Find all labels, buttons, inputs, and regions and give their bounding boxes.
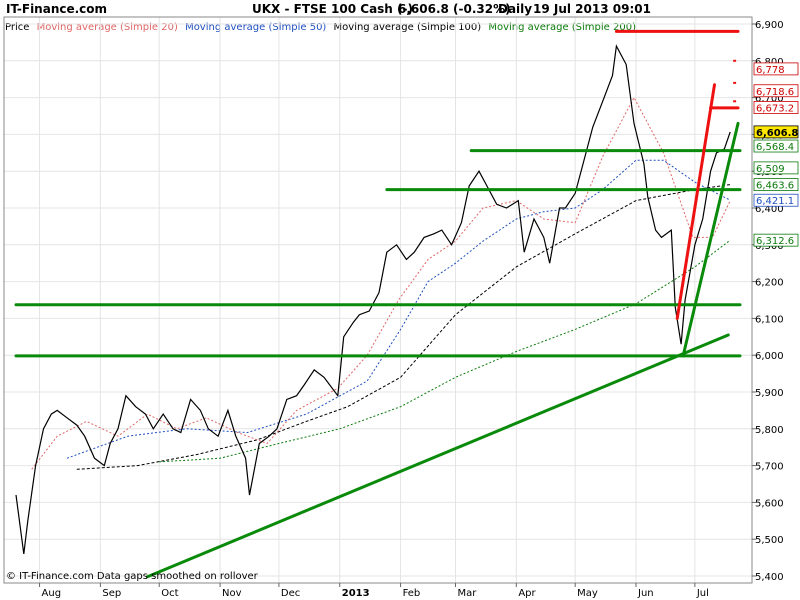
value-label: 6,421.1: [753, 193, 799, 207]
ma50-line: [66, 159, 731, 459]
y-tick-label: 6,900: [755, 20, 784, 31]
value-label-text: 6,606.8: [756, 128, 798, 139]
price-series: [15, 44, 731, 554]
value-label: 6,568.4: [753, 139, 799, 153]
value-label-box: [753, 101, 799, 114]
y-tick-label: 6,000: [755, 351, 784, 362]
value-label-box: [753, 161, 799, 175]
legend-price: Price: [5, 22, 29, 33]
legend: Price Moving average (Simple 20) Moving …: [5, 22, 636, 33]
value-label-text: 6,312.6: [756, 236, 794, 247]
y-tick-label: 6,400: [755, 204, 784, 215]
legend-ma20: Moving average (Simple 20): [37, 22, 178, 33]
legend-ma100: Moving average (Simple 100): [334, 22, 482, 33]
value-label-text: 6,673.2: [756, 103, 794, 114]
y-tick-label: 5,700: [755, 462, 784, 473]
x-tick-label: May: [577, 588, 598, 599]
ma100-line: [76, 184, 731, 470]
period-label: Daily: [498, 2, 532, 16]
price-line: [15, 44, 731, 554]
x-tick-label: Dec: [281, 588, 300, 599]
y-tick-label: 6,700: [755, 94, 784, 105]
x-tick-label: Oct: [161, 588, 178, 599]
support-line: [681, 121, 740, 358]
value-label-text: 6,509: [756, 164, 785, 175]
x-axis: Aug Sep Oct Nov Dec 2013 Feb Mar Apr May Jun Jul: [39, 583, 709, 599]
value-label: 6,312.6: [753, 233, 799, 247]
x-tick-label: Apr: [518, 588, 536, 599]
y-tick-label: 5,600: [755, 498, 784, 509]
value-label-text: 6,463.6: [756, 181, 794, 192]
value-label-box: [753, 125, 799, 139]
value-label: 6,463.6: [753, 178, 799, 192]
trend-lines: [14, 29, 742, 579]
value-label: 6,778: [753, 62, 799, 76]
x-tick-label: Aug: [42, 588, 62, 599]
value-label: 6,606.8: [753, 125, 799, 139]
plot-frame: [3, 16, 753, 584]
value-label-text: 6,778: [756, 65, 785, 76]
instrument-title: UKX - FTSE 100 Cash (-): [252, 2, 413, 16]
ma200-line: [159, 239, 731, 463]
y-tick-label: 6,200: [755, 278, 784, 289]
value-label-box: [753, 233, 799, 247]
value-label-box: [753, 193, 799, 207]
value-label: 6,673.2: [753, 101, 799, 114]
resistance-line: [675, 83, 716, 320]
value-label-text: 6,718.6: [756, 87, 794, 98]
y-tick-label: 5,500: [755, 535, 784, 546]
grid: [4, 17, 752, 583]
value-label: 6,718.6: [753, 84, 799, 98]
value-labels: 6,778 6,718.6 6,673.2 6,606.8 6,568.4 6,509 6,…: [753, 62, 799, 247]
legend-ma50: Moving average (Simple 50): [185, 22, 326, 33]
y-tick-label: 6,100: [755, 314, 784, 325]
x-tick-label: Nov: [222, 588, 242, 599]
value-label-text: 6,421.1: [756, 196, 794, 207]
footer-credit: © IT-Finance.com Data gaps smoothed on r…: [6, 571, 259, 582]
value-label-text: 6,568.4: [756, 142, 794, 153]
brand-label: IT-Finance.com: [6, 2, 107, 16]
x-tick-label: Jun: [637, 588, 654, 599]
x-tick-label: Feb: [403, 588, 421, 599]
x-tick-label: Mar: [458, 588, 478, 599]
x-tick-label: 2013: [342, 588, 370, 599]
x-tick-label: Jul: [696, 588, 709, 599]
legend-ma200: Moving average (Simple 200): [488, 22, 636, 33]
y-tick-label: 6,800: [755, 57, 784, 68]
moving-averages: [31, 96, 731, 470]
x-tick-label: Sep: [102, 588, 121, 599]
y-tick-label: 5,800: [755, 425, 784, 436]
support-line: [145, 333, 730, 579]
value-label-box: [753, 62, 799, 76]
value-label: 6,509: [753, 161, 799, 175]
y-tick-label: 5,400: [755, 572, 784, 583]
value-label-box: [753, 84, 799, 98]
value-label-box: [753, 139, 799, 153]
datetime-label: 19 Jul 2013 09:01: [533, 2, 651, 16]
price-change: 6,606.8 (-0.32%): [398, 2, 511, 16]
value-label-box: [753, 178, 799, 191]
y-tick-label: 5,900: [755, 388, 784, 399]
